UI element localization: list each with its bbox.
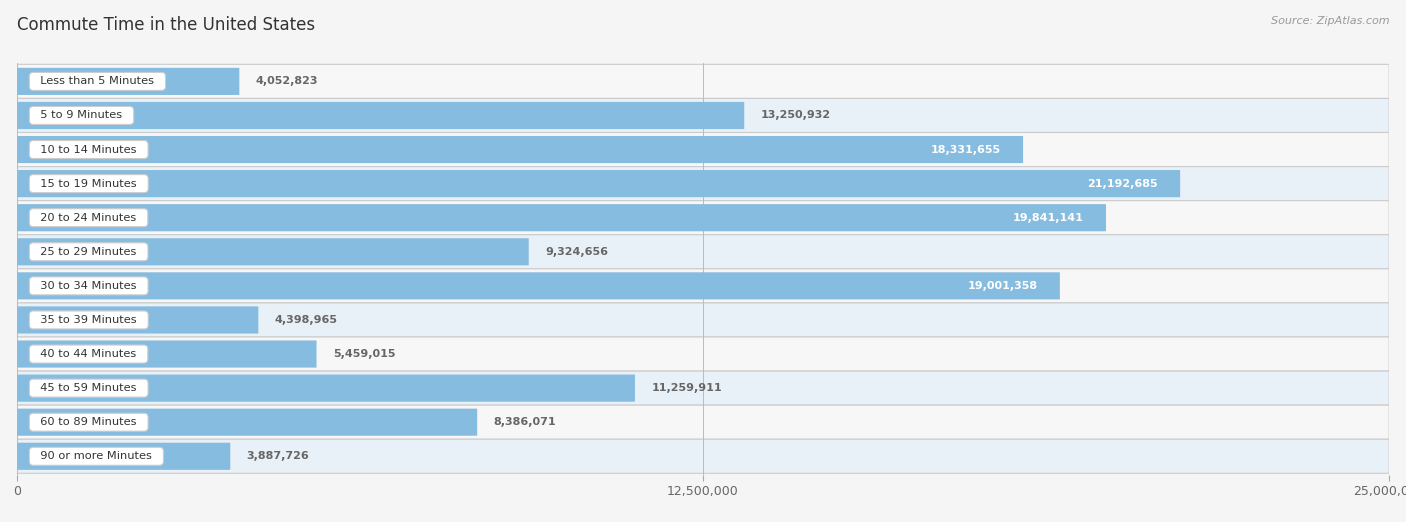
FancyBboxPatch shape: [17, 133, 1389, 167]
FancyBboxPatch shape: [17, 269, 1389, 303]
FancyBboxPatch shape: [17, 340, 316, 367]
FancyBboxPatch shape: [17, 337, 1389, 371]
FancyBboxPatch shape: [17, 375, 636, 401]
FancyBboxPatch shape: [17, 405, 1389, 439]
FancyBboxPatch shape: [17, 235, 1389, 269]
FancyBboxPatch shape: [17, 200, 1389, 235]
Text: 3,887,726: 3,887,726: [246, 452, 309, 461]
Text: 10 to 14 Minutes: 10 to 14 Minutes: [34, 145, 143, 155]
Text: Source: ZipAtlas.com: Source: ZipAtlas.com: [1271, 16, 1389, 26]
Text: 25 to 29 Minutes: 25 to 29 Minutes: [34, 247, 143, 257]
Text: 20 to 24 Minutes: 20 to 24 Minutes: [34, 212, 143, 223]
FancyBboxPatch shape: [17, 68, 239, 95]
Text: 18,331,655: 18,331,655: [931, 145, 1001, 155]
FancyBboxPatch shape: [17, 170, 1180, 197]
FancyBboxPatch shape: [17, 371, 1389, 405]
FancyBboxPatch shape: [17, 272, 1060, 300]
Text: 5,459,015: 5,459,015: [333, 349, 395, 359]
FancyBboxPatch shape: [17, 102, 744, 129]
FancyBboxPatch shape: [17, 303, 1389, 337]
Text: 45 to 59 Minutes: 45 to 59 Minutes: [34, 383, 143, 393]
Text: 19,001,358: 19,001,358: [967, 281, 1038, 291]
Text: 15 to 19 Minutes: 15 to 19 Minutes: [34, 179, 145, 188]
FancyBboxPatch shape: [17, 439, 1389, 473]
Text: Commute Time in the United States: Commute Time in the United States: [17, 16, 315, 33]
Text: 60 to 89 Minutes: 60 to 89 Minutes: [34, 417, 143, 427]
Text: 40 to 44 Minutes: 40 to 44 Minutes: [34, 349, 143, 359]
Text: 90 or more Minutes: 90 or more Minutes: [34, 452, 159, 461]
Text: 5 to 9 Minutes: 5 to 9 Minutes: [34, 111, 129, 121]
FancyBboxPatch shape: [17, 306, 259, 334]
FancyBboxPatch shape: [17, 409, 477, 436]
FancyBboxPatch shape: [17, 64, 1389, 99]
Text: 4,052,823: 4,052,823: [256, 76, 318, 86]
Text: 4,398,965: 4,398,965: [274, 315, 337, 325]
Text: 8,386,071: 8,386,071: [494, 417, 557, 427]
FancyBboxPatch shape: [17, 204, 1107, 231]
FancyBboxPatch shape: [17, 99, 1389, 133]
Text: 19,841,141: 19,841,141: [1014, 212, 1084, 223]
FancyBboxPatch shape: [17, 238, 529, 265]
Text: 9,324,656: 9,324,656: [546, 247, 609, 257]
FancyBboxPatch shape: [17, 443, 231, 470]
Text: 35 to 39 Minutes: 35 to 39 Minutes: [34, 315, 145, 325]
Text: 11,259,911: 11,259,911: [651, 383, 723, 393]
Text: 21,192,685: 21,192,685: [1088, 179, 1159, 188]
Text: 30 to 34 Minutes: 30 to 34 Minutes: [34, 281, 143, 291]
Text: 13,250,932: 13,250,932: [761, 111, 831, 121]
FancyBboxPatch shape: [17, 167, 1389, 200]
Text: Less than 5 Minutes: Less than 5 Minutes: [34, 76, 162, 86]
FancyBboxPatch shape: [17, 136, 1024, 163]
